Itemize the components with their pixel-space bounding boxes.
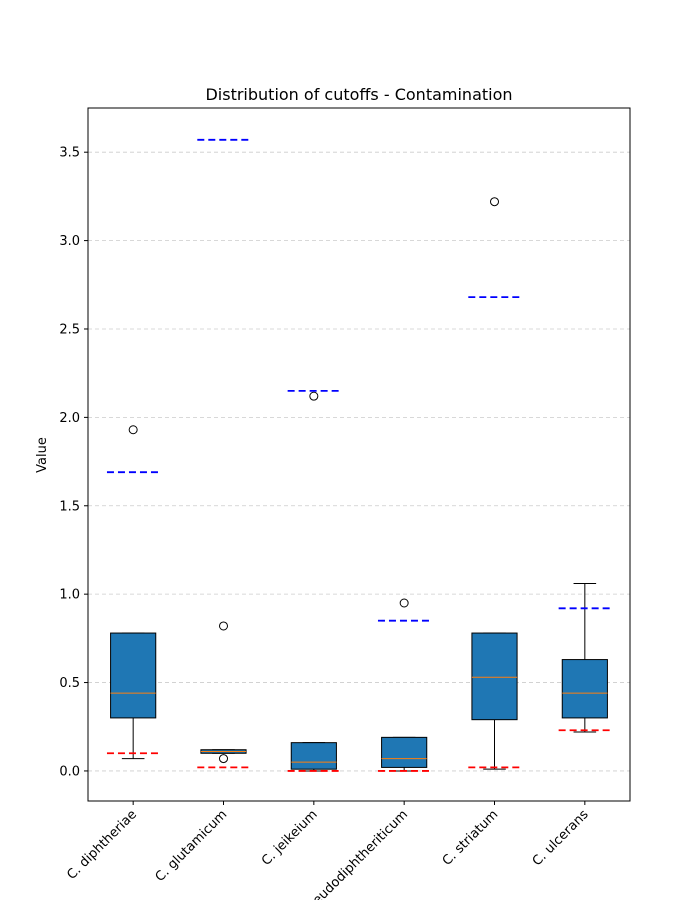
- box-group: [106, 425, 160, 760]
- y-tick-label: 3.0: [59, 234, 80, 249]
- y-tick-label: 1.5: [59, 499, 80, 514]
- x-tick-label: C. ulcerans: [530, 807, 592, 869]
- y-tick-label: 2.0: [59, 411, 80, 426]
- outlier-point: [490, 197, 499, 207]
- plot-marks: [106, 138, 612, 772]
- x-tick-label: C. diphtheriae: [64, 807, 140, 883]
- y-axis-label: Value: [35, 437, 50, 473]
- box-group: [287, 389, 341, 772]
- box-group: [197, 138, 250, 769]
- y-tick-label: 1.0: [59, 588, 80, 603]
- box-group: [377, 598, 431, 772]
- outlier-point: [219, 754, 228, 764]
- y-tick-label: 2.5: [59, 322, 80, 337]
- box-group: [468, 197, 521, 770]
- axes: 0.00.51.01.52.02.53.03.5C. diphtheriae C.…: [59, 146, 592, 900]
- outlier-point: [399, 598, 409, 608]
- outlier-point: [219, 621, 228, 631]
- iqr-box: [290, 742, 337, 770]
- y-tick-label: 0.0: [59, 764, 80, 779]
- grid-lines: [88, 151, 630, 772]
- iqr-box: [381, 736, 428, 768]
- x-tick-label: C. jeikeium: [259, 807, 321, 869]
- outlier-point: [128, 425, 138, 435]
- y-tick-label: 3.5: [59, 146, 80, 161]
- x-tick-label: C. glutamicum: [153, 807, 231, 885]
- box-group: [558, 583, 612, 733]
- iqr-box: [110, 632, 157, 719]
- iqr-box: [471, 632, 518, 721]
- chart-title: Distribution of cutoffs - Contamination: [205, 85, 512, 104]
- y-tick-label: 0.5: [59, 676, 80, 691]
- outlier-point: [309, 391, 319, 401]
- plot-frame: [87, 107, 631, 802]
- x-tick-label: C. striatum: [440, 807, 502, 869]
- iqr-box: [561, 659, 608, 719]
